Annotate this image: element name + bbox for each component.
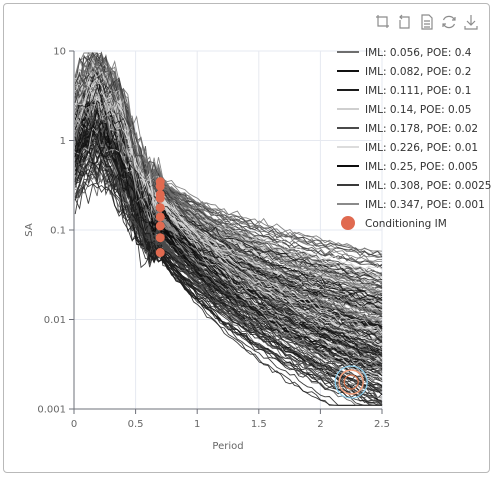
legend-label: IML: 0.082, POE: 0.2 [365, 66, 471, 78]
data-view-icon[interactable] [419, 14, 435, 30]
spectrum-curve [74, 81, 383, 277]
legend-item[interactable]: IML: 0.308, POE: 0.0025 [337, 180, 491, 192]
restore-icon[interactable] [441, 14, 457, 30]
spectrum-curve [74, 160, 382, 406]
spectrum-curve [74, 142, 383, 372]
legend-item[interactable]: IML: 0.111, POE: 0.1 [337, 85, 471, 97]
spectrum-curve [74, 51, 383, 269]
y-tick-label: 0.01 [44, 315, 66, 326]
x-tick-label: 1 [194, 419, 200, 430]
conditioning-points [155, 177, 368, 399]
y-tick-label: 0.1 [50, 226, 66, 237]
legend: IML: 0.056, POE: 0.4 IML: 0.082, POE: 0.2… [337, 47, 491, 230]
conditioning-point[interactable] [155, 221, 165, 231]
x-axis-label: Period [212, 441, 243, 452]
legend-item[interactable]: IML: 0.25, POE: 0.005 [337, 161, 478, 173]
legend-label: IML: 0.178, POE: 0.02 [365, 123, 478, 135]
spectrum-curve [74, 94, 383, 309]
conditioning-point[interactable] [155, 212, 165, 222]
y-tick-label: 10 [53, 47, 66, 58]
spectrum-curve [74, 76, 383, 375]
legend-item-conditioning-im[interactable]: Conditioning IM [341, 216, 447, 230]
x-tick-label: 1.5 [251, 419, 267, 430]
spectrum-curve [74, 142, 383, 372]
x-tick-label: 0 [71, 419, 77, 430]
spectrum-curve [74, 52, 383, 308]
spectrum-curve [74, 109, 383, 344]
spectrum-curve [74, 64, 383, 334]
legend-item[interactable]: IML: 0.082, POE: 0.2 [337, 66, 471, 78]
spectrum-curve [74, 162, 383, 381]
spectrum-curve [74, 82, 383, 347]
legend-item[interactable]: IML: 0.178, POE: 0.02 [337, 123, 478, 135]
y-tick-label: 0.001 [37, 405, 66, 416]
legend-dot-symbol [341, 216, 355, 230]
spectrum-curve [74, 63, 383, 267]
highlight-ring-outer [334, 365, 368, 399]
spectrum-curve [74, 103, 383, 369]
y-tick-label: 1 [60, 136, 66, 147]
spectrum-curve [74, 119, 383, 355]
conditioning-point[interactable] [155, 248, 165, 258]
save-image-icon[interactable] [463, 14, 479, 30]
highlight-ring-inner [338, 369, 364, 395]
spectrum-curve [74, 72, 383, 325]
spectrum-curve [74, 142, 383, 393]
legend-label: IML: 0.111, POE: 0.1 [365, 85, 471, 97]
legend-item[interactable]: IML: 0.347, POE: 0.001 [337, 199, 485, 211]
legend-label: Conditioning IM [365, 218, 447, 230]
highlight-point[interactable] [343, 374, 359, 390]
spectrum-curve [74, 122, 383, 365]
spectrum-curve [74, 109, 383, 309]
legend-label: IML: 0.14, POE: 0.05 [365, 104, 471, 116]
x-tick-label: 2 [317, 419, 323, 430]
y-axis-label: SA [24, 223, 35, 237]
chart-toolbox [375, 14, 479, 30]
spectrum-curve [74, 93, 383, 315]
axes: 0 0.5 1 1.5 2 2.5 0.001 0.01 0.1 1 10 [37, 47, 390, 431]
spectrum-curve [75, 56, 382, 258]
spectrum-curve [74, 77, 383, 345]
spectrum-curve [74, 94, 383, 382]
legend-label: IML: 0.308, POE: 0.0025 [365, 180, 491, 192]
conditioning-point[interactable] [155, 203, 165, 213]
x-tick-label: 2.5 [374, 419, 390, 430]
legend-item[interactable]: IML: 0.056, POE: 0.4 [337, 47, 472, 59]
legend-label: IML: 0.226, POE: 0.01 [365, 142, 478, 154]
legend-label: IML: 0.25, POE: 0.005 [365, 161, 478, 173]
legend-item[interactable]: IML: 0.14, POE: 0.05 [337, 104, 471, 116]
spectrum-curve [74, 129, 383, 388]
spectrum-curve [74, 118, 383, 405]
legend-label: IML: 0.347, POE: 0.001 [365, 199, 485, 211]
conditioning-point[interactable] [155, 193, 165, 203]
spectrum-curve [75, 78, 383, 333]
zoom-icon[interactable] [375, 14, 391, 30]
spectrum-curve [74, 85, 383, 297]
x-tick-label: 0.5 [128, 419, 144, 430]
zoom-reset-icon[interactable] [397, 14, 413, 30]
spectrum-curve [74, 180, 383, 406]
spectra-curves [74, 51, 383, 406]
spectrum-curve [74, 160, 383, 330]
conditioning-point[interactable] [155, 181, 165, 191]
conditioning-point[interactable] [155, 233, 165, 243]
legend-label: IML: 0.056, POE: 0.4 [365, 47, 472, 59]
legend-item[interactable]: IML: 0.226, POE: 0.01 [337, 142, 478, 154]
